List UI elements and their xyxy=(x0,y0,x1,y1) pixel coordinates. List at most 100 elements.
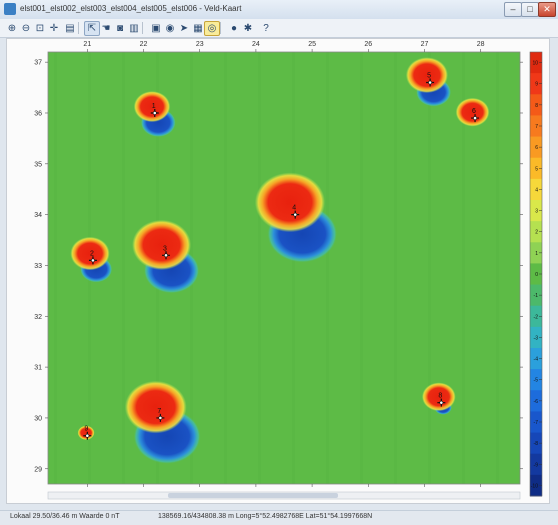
target-label-1: 1 xyxy=(152,103,156,110)
colorbar-swatch xyxy=(530,200,542,222)
settings-icon[interactable]: ✱ xyxy=(243,23,253,34)
colorbar-label: 4 xyxy=(535,187,538,193)
y-tick-label: 35 xyxy=(34,161,42,168)
colorbar-label: -10 xyxy=(531,483,538,489)
colorbar-swatch xyxy=(530,432,542,455)
arrow-icon[interactable]: ➤ xyxy=(179,23,189,34)
survey-stripe xyxy=(326,52,329,484)
colorbar-swatch xyxy=(530,453,542,476)
x-tick-label: 25 xyxy=(308,41,316,48)
anomaly-positive-5 xyxy=(405,57,449,94)
help-icon[interactable]: ? xyxy=(263,23,269,34)
plot-background xyxy=(48,52,520,484)
camera-icon[interactable]: ◙ xyxy=(116,23,124,34)
colorbar-swatch xyxy=(530,369,542,391)
colorbar-label: 7 xyxy=(535,124,538,130)
status-right: 138569.16/434808.38 m Long=5°52.4982768E… xyxy=(158,513,373,520)
survey-stripe xyxy=(292,52,295,484)
close-button[interactable]: ✕ xyxy=(538,2,556,17)
target-dot-6 xyxy=(473,116,477,120)
colorbar-swatch xyxy=(530,326,542,349)
colorbar-label: 9 xyxy=(535,82,538,88)
target-dot-5 xyxy=(428,80,432,85)
status-bar: Lokaal 29.50/36.46 m Waarde 0 nT 138569.… xyxy=(0,510,558,525)
hand-pan-icon[interactable]: ☚ xyxy=(101,23,111,34)
select-icon[interactable]: ⇱ xyxy=(84,21,100,36)
record-icon[interactable]: ● xyxy=(230,23,238,34)
crosshair-icon[interactable]: ✛ xyxy=(49,23,59,34)
colorbar-swatch xyxy=(530,178,542,201)
toolbar: ⊕ ⊖ ⊡ ✛ ▤ ⇱ ☚ ◙ ▥ ▣ ◉ ➤ ▦ ◎ ● ✱? xyxy=(0,19,558,38)
toolbar-separator xyxy=(142,22,143,34)
survey-stripe xyxy=(258,52,261,484)
colorbar-label: -8 xyxy=(534,441,539,447)
y-tick-label: 33 xyxy=(34,263,42,270)
save-icon[interactable]: ▣ xyxy=(151,23,161,34)
x-tick-label: 23 xyxy=(196,41,204,48)
target-label-2: 2 xyxy=(90,250,94,257)
globe-icon[interactable]: ◉ xyxy=(165,23,175,34)
colorbar-label: 5 xyxy=(535,166,538,172)
scrollbar-thumb[interactable] xyxy=(168,493,338,498)
colorbar-label: 8 xyxy=(535,103,538,109)
colorbar-label: -4 xyxy=(534,357,539,363)
target-dot-9 xyxy=(85,433,90,438)
x-tick-label: 27 xyxy=(421,41,429,48)
colorbar-label: -3 xyxy=(534,335,539,341)
survey-stripe xyxy=(462,52,465,484)
target-dot-2 xyxy=(91,258,95,263)
title-bar: elst001_elst002_elst003_elst004_elst005_… xyxy=(0,0,558,20)
survey-stripe xyxy=(496,52,499,484)
colorbar-swatch xyxy=(530,411,542,434)
y-tick-label: 32 xyxy=(34,314,42,321)
anomaly-positive-7 xyxy=(124,380,187,434)
x-tick-label: 24 xyxy=(252,41,260,48)
colorbar-swatch xyxy=(530,136,542,159)
y-tick-label: 37 xyxy=(34,60,42,67)
target-label-4: 4 xyxy=(292,205,296,212)
colorbar-swatch xyxy=(530,221,542,243)
colorbar-swatch xyxy=(530,242,542,264)
status-left: Lokaal 29.50/36.46 m Waarde 0 nT xyxy=(10,513,120,520)
colorbar-label: -7 xyxy=(534,420,539,426)
survey-stripe xyxy=(428,52,431,484)
colorbar-swatch xyxy=(530,157,542,180)
x-tick-label: 28 xyxy=(477,41,485,48)
colorbar-label: 0 xyxy=(535,272,538,278)
toolbar-separator xyxy=(78,22,79,34)
colorbar-swatch xyxy=(530,284,542,307)
colorbar-label: 1 xyxy=(535,251,538,257)
target-icon[interactable]: ◎ xyxy=(204,21,220,36)
target-dot-4 xyxy=(293,212,298,217)
table-icon[interactable]: ▤ xyxy=(65,23,75,34)
grid-icon[interactable]: ▦ xyxy=(193,23,203,34)
anomaly-positive-9 xyxy=(77,425,95,440)
maximize-button[interactable]: □ xyxy=(521,2,539,17)
target-label-5: 5 xyxy=(427,72,431,79)
colorbar-swatch xyxy=(530,52,542,74)
anomaly-positive-4 xyxy=(254,172,326,233)
colorbar-label: 6 xyxy=(535,145,538,151)
survey-stripe xyxy=(394,52,397,484)
window-title: elst001_elst002_elst003_elst004_elst005_… xyxy=(20,4,242,13)
x-tick-label: 26 xyxy=(364,41,372,48)
plot-border xyxy=(47,51,521,485)
x-tick-label: 21 xyxy=(83,41,91,48)
colorbar-swatch xyxy=(530,94,542,116)
colorbar-label: 2 xyxy=(535,230,538,236)
chart-icon[interactable]: ▥ xyxy=(129,23,139,34)
anomaly-positive-8 xyxy=(421,382,456,412)
target-label-9: 9 xyxy=(84,426,88,433)
colorbar-swatch xyxy=(530,73,542,95)
app-icon xyxy=(4,3,16,15)
zoom-in-icon[interactable]: ⊕ xyxy=(7,23,17,34)
zoom-out-icon[interactable]: ⊖ xyxy=(21,23,31,34)
target-dot-1 xyxy=(152,111,157,115)
colorbar-label: -6 xyxy=(534,399,539,405)
target-dot-3 xyxy=(164,253,168,258)
y-tick-label: 29 xyxy=(34,466,42,473)
colorbar-label: -9 xyxy=(534,462,539,468)
fit-window-icon[interactable]: ⊡ xyxy=(35,23,45,34)
colorbar-label: 3 xyxy=(535,209,538,215)
